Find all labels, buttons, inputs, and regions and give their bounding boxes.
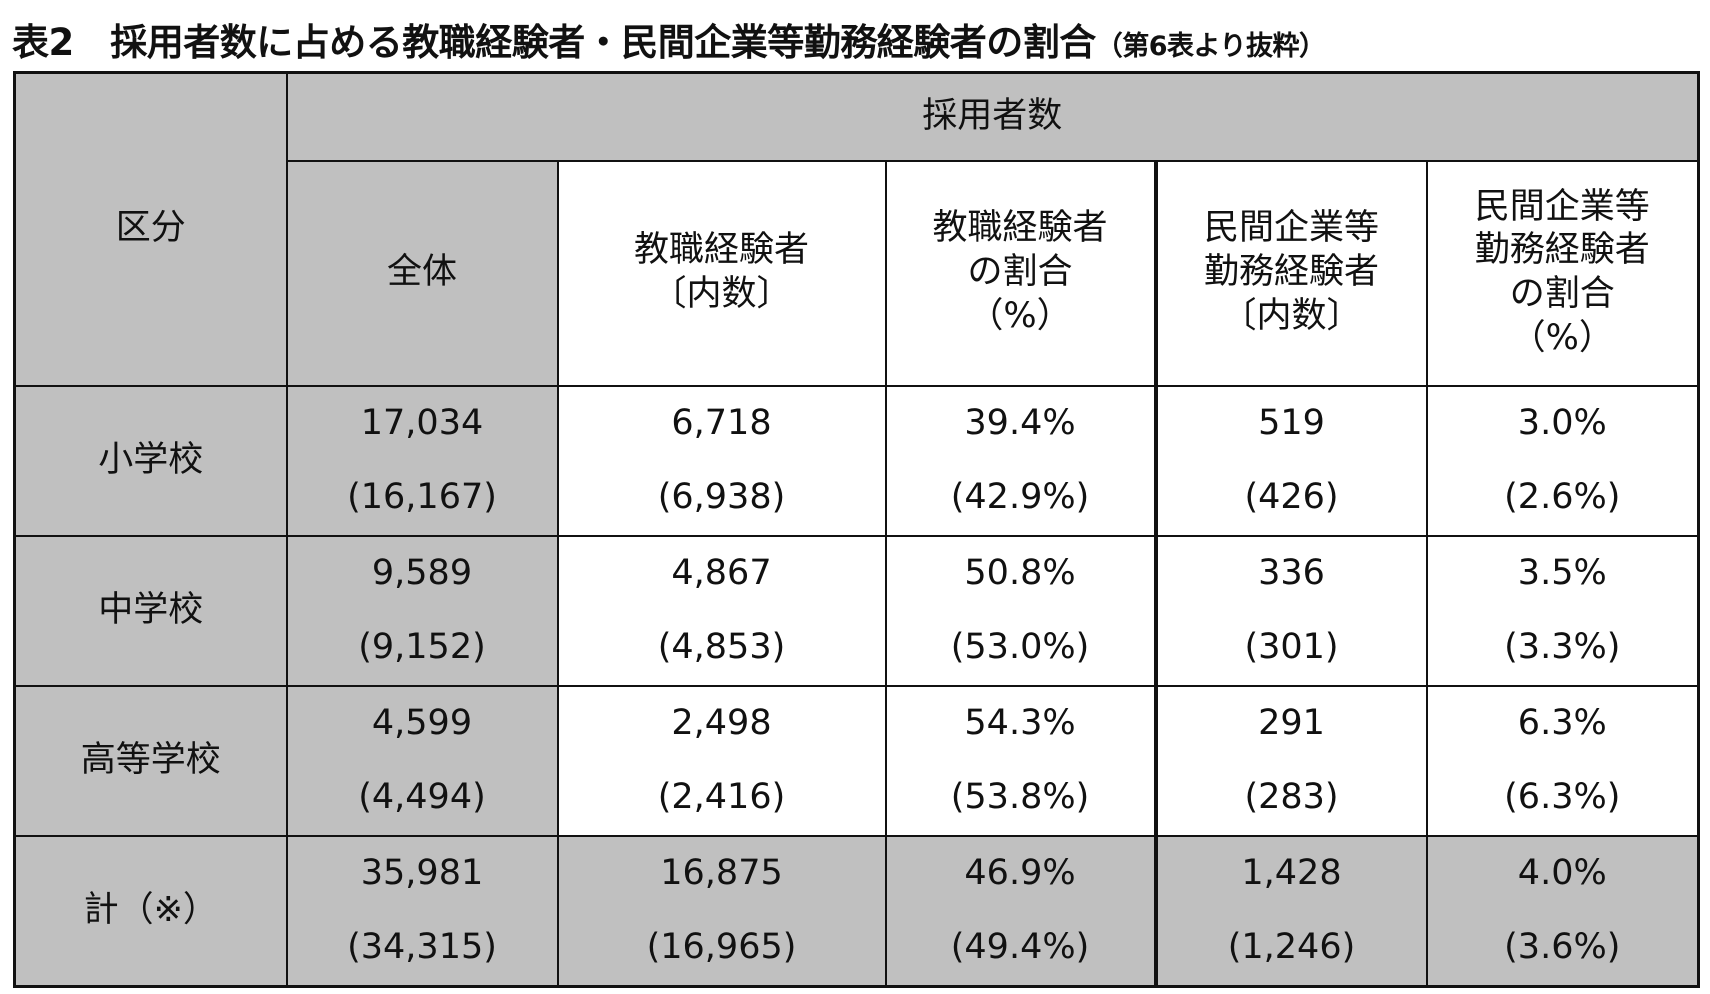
data-cell: 336 (301): [1153, 534, 1428, 687]
current-value: 39.4%: [964, 403, 1076, 443]
header-column-line: （%）: [1510, 317, 1614, 358]
previous-value: (9,152): [358, 627, 486, 667]
row-label: 高等学校: [13, 684, 288, 837]
table-row: 高等学校 4,599 (4,494) 2,498 (2,416) 54.3% (53.8%)…: [13, 684, 1700, 837]
previous-value: (49.4%): [950, 927, 1090, 967]
current-value: 6,718: [671, 403, 772, 443]
header-column-line: の割合: [1509, 274, 1615, 314]
current-value: 16,875: [660, 853, 783, 893]
previous-value: (283): [1244, 777, 1339, 817]
header-category: 区分: [13, 71, 288, 387]
current-value: 3.0%: [1517, 403, 1607, 443]
data-cell: 17,034 (16,167): [285, 384, 559, 537]
current-value: 46.9%: [964, 853, 1076, 893]
current-value: 336: [1258, 553, 1325, 593]
header-group: 採用者数: [285, 71, 1700, 162]
header-column-line: 勤務経験者: [1474, 230, 1650, 271]
data-cell: 9,589 (9,152): [285, 534, 559, 687]
data-cell: 3.0% (2.6%): [1425, 384, 1700, 537]
header-column: 教職経験者 〔内数〕: [556, 159, 887, 387]
previous-value: (16,167): [347, 477, 497, 517]
current-value: 17,034: [360, 403, 484, 443]
header-column-line: 勤務経験者: [1203, 252, 1379, 293]
data-cell: 4.0% (3.6%): [1425, 834, 1700, 987]
current-value: 50.8%: [964, 553, 1076, 593]
table-row: 小学校 17,034 (16,167) 6,718 (6,938) 39.4% (42.9%…: [13, 384, 1700, 537]
previous-value: (6.3%): [1504, 777, 1621, 817]
previous-value: (53.8%): [950, 777, 1090, 817]
header-column-line: 教職経験者: [633, 230, 809, 271]
recruitment-table: 区分 採用者数 全体 教職経験者 〔内数〕 教職経験者 の割合 （%） 民間企業等 勤務経験者…: [13, 71, 1701, 988]
header-column: 教職経験者 の割合 （%）: [884, 159, 1157, 387]
header-column: 民間企業等 勤務経験者 〔内数〕: [1153, 159, 1428, 387]
table-row: 中学校 9,589 (9,152) 4,867 (4,853) 50.8% (53.0%) 3…: [13, 534, 1700, 687]
data-cell: 2,498 (2,416): [556, 684, 887, 837]
current-value: 4,867: [671, 553, 772, 593]
current-value: 291: [1258, 703, 1325, 743]
previous-value: (301): [1244, 627, 1339, 667]
previous-value: (53.0%): [950, 627, 1090, 667]
data-cell: 4,867 (4,853): [556, 534, 887, 687]
header-column-line: 民間企業等: [1203, 208, 1379, 249]
row-label: 計（※）: [13, 834, 288, 987]
table-row: 計（※） 35,981 (34,315) 16,875 (16,965) 46.9% (49…: [13, 834, 1700, 987]
data-cell: 519 (426): [1153, 384, 1428, 537]
data-cell: 4,599 (4,494): [285, 684, 559, 837]
data-cell: 6,718 (6,938): [556, 384, 887, 537]
previous-value: (1,246): [1227, 927, 1356, 967]
previous-value: (4,494): [358, 777, 486, 817]
previous-value: (16,965): [646, 927, 797, 967]
current-value: 2,498: [671, 703, 772, 743]
row-label: 中学校: [13, 534, 288, 687]
header-column-line: 〔内数〕: [651, 274, 792, 314]
title-main: 表2 採用者数に占める教職経験者・民間企業等勤務経験者の割合: [12, 21, 1096, 64]
current-value: 519: [1258, 403, 1325, 443]
table-title: 表2 採用者数に占める教職経験者・民間企業等勤務経験者の割合（第6表より抜粋）: [12, 12, 1326, 66]
current-value: 35,981: [360, 853, 484, 893]
data-cell: 35,981 (34,315): [285, 834, 559, 987]
data-cell: 50.8% (53.0%): [884, 534, 1157, 687]
header-column-line: 全体: [386, 252, 457, 293]
current-value: 9,589: [371, 553, 473, 593]
header-column: 全体: [285, 159, 559, 387]
data-cell: 1,428 (1,246): [1153, 834, 1428, 987]
current-value: 3.5%: [1517, 553, 1607, 593]
data-cell: 16,875 (16,965): [556, 834, 887, 987]
previous-value: (426): [1244, 477, 1339, 517]
data-cell: 39.4% (42.9%): [884, 384, 1157, 537]
previous-value: (34,315): [347, 927, 497, 967]
header-column-line: の割合: [967, 252, 1073, 293]
data-cell: 6.3% (6.3%): [1425, 684, 1700, 837]
header-column-line: 民間企業等: [1474, 186, 1650, 227]
data-cell: 46.9% (49.4%): [884, 834, 1157, 987]
data-cell: 291 (283): [1153, 684, 1428, 837]
current-value: 4,599: [371, 703, 473, 743]
previous-value: (2.6%): [1504, 477, 1621, 517]
previous-value: (3.6%): [1504, 927, 1621, 967]
header-column-line: （%）: [968, 295, 1072, 336]
previous-value: (2,416): [657, 777, 786, 817]
previous-value: (3.3%): [1504, 627, 1621, 667]
header-column-line: 〔内数〕: [1221, 295, 1362, 336]
header-column-line: 教職経験者: [932, 208, 1108, 249]
title-note: （第6表より抜粋）: [1095, 31, 1326, 62]
row-label: 小学校: [13, 384, 288, 537]
current-value: 54.3%: [964, 703, 1076, 743]
previous-value: (4,853): [657, 627, 786, 667]
current-value: 6.3%: [1517, 703, 1607, 743]
previous-value: (42.9%): [950, 477, 1090, 517]
data-cell: 3.5% (3.3%): [1425, 534, 1700, 687]
data-cell: 54.3% (53.8%): [884, 684, 1157, 837]
previous-value: (6,938): [657, 477, 786, 517]
current-value: 4.0%: [1517, 853, 1607, 893]
current-value: 1,428: [1241, 853, 1342, 893]
header-column: 民間企業等 勤務経験者 の割合 （%）: [1425, 159, 1700, 387]
